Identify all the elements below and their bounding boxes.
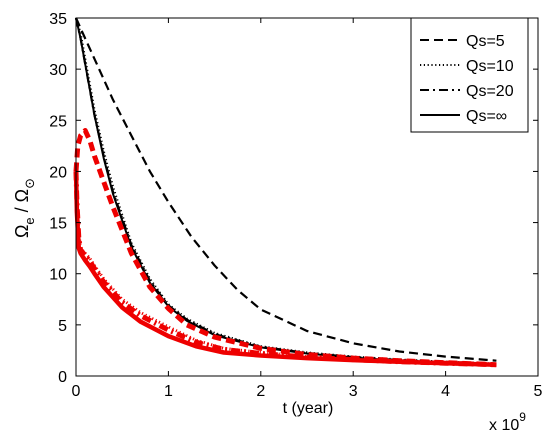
plot-frame xyxy=(75,17,539,377)
x-tick-label: 2 xyxy=(256,383,265,400)
y-tick-label: 0 xyxy=(58,369,67,386)
y-tick-label: 5 xyxy=(58,318,67,335)
x-tick-label: 4 xyxy=(441,383,450,400)
y-axis-label: Ωe / Ω⊙ xyxy=(12,178,37,238)
legend-label: Qs=20 xyxy=(466,83,514,100)
y-label-ref: Ω xyxy=(12,189,32,202)
axes xyxy=(75,17,539,377)
y-label-ref-sub: ⊙ xyxy=(22,178,37,189)
y-label-separator: / xyxy=(12,202,32,217)
legend: Qs=5 Qs=10 Qs=20 Qs=∞ xyxy=(410,17,529,133)
x-tick-label: 3 xyxy=(349,383,358,400)
series-line-6 xyxy=(73,171,497,368)
series-line-4 xyxy=(73,128,497,368)
series-line-5 xyxy=(74,171,497,367)
x-tick-label: 5 xyxy=(534,383,543,400)
series-line-7 xyxy=(73,171,497,367)
y-label-main-sub: e xyxy=(22,217,37,224)
y-tick-label: 25 xyxy=(49,113,67,130)
y-tick-label: 35 xyxy=(49,11,67,28)
x-tick-label: 1 xyxy=(164,383,173,400)
x-axis-label: t (year) xyxy=(283,400,334,417)
series-line-0 xyxy=(74,17,497,362)
legend-label: Qs=∞ xyxy=(466,108,507,125)
tick-labels: 0 1 2 3 4 5 0 5 10 15 20 25 30 35 xyxy=(49,11,542,400)
y-tick-label: 15 xyxy=(49,216,67,233)
legend-label: Qs=5 xyxy=(466,33,505,50)
legend-box xyxy=(410,17,529,133)
x-multiplier-exponent: 9 xyxy=(519,410,526,424)
x-tick-label: 0 xyxy=(72,383,81,400)
series-layer xyxy=(73,17,497,368)
legend-label: Qs=10 xyxy=(466,58,514,75)
x-multiplier-prefix: x 10 xyxy=(489,417,519,434)
x-multiplier: x 109 xyxy=(489,410,526,434)
y-label-main: Ω xyxy=(12,225,32,238)
y-tick-label: 10 xyxy=(49,267,67,284)
y-tick-label: 20 xyxy=(49,164,67,181)
y-tick-label: 30 xyxy=(49,62,67,79)
